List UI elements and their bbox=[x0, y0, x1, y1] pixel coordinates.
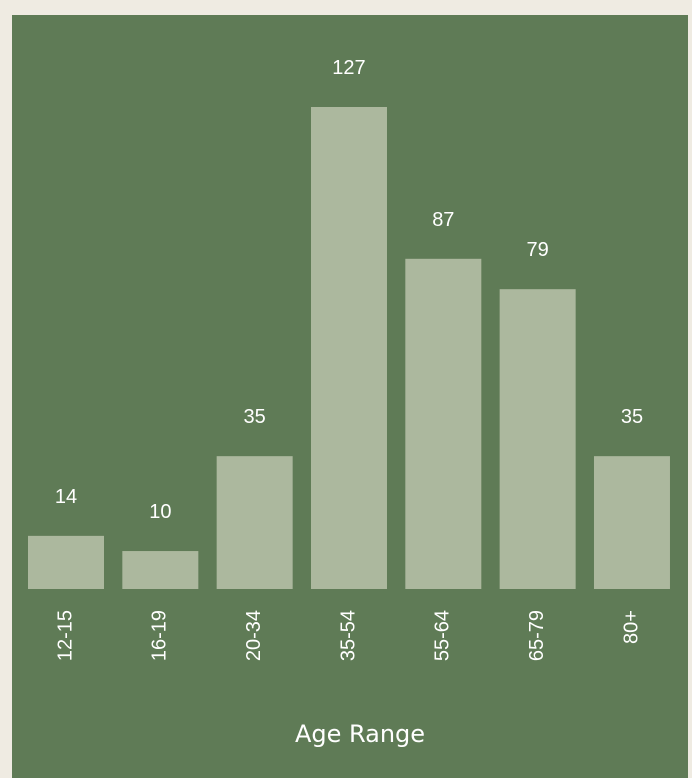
bar bbox=[499, 289, 576, 589]
bar bbox=[593, 456, 670, 589]
bar bbox=[216, 456, 293, 589]
data-label: 14 bbox=[55, 486, 77, 508]
data-label: 79 bbox=[527, 239, 549, 261]
data-label: 127 bbox=[332, 57, 365, 79]
x-tick-label: 16-19 bbox=[149, 610, 171, 661]
bar bbox=[405, 258, 482, 589]
x-axis-label: Age Range bbox=[295, 720, 425, 748]
x-tick-label: 12-15 bbox=[54, 610, 76, 661]
data-label: 35 bbox=[621, 406, 643, 428]
data-label: 35 bbox=[244, 406, 266, 428]
x-tick-label: 80+ bbox=[620, 610, 642, 644]
bar bbox=[310, 107, 387, 589]
x-tick-label: 20-34 bbox=[243, 610, 265, 661]
x-tick-label: 65-79 bbox=[526, 610, 548, 661]
bar bbox=[122, 551, 199, 589]
x-tick-label: 55-64 bbox=[432, 610, 454, 661]
bar bbox=[28, 535, 104, 589]
data-label: 87 bbox=[432, 209, 454, 231]
x-tick-label: 35-54 bbox=[337, 610, 359, 661]
data-label: 10 bbox=[149, 501, 171, 523]
